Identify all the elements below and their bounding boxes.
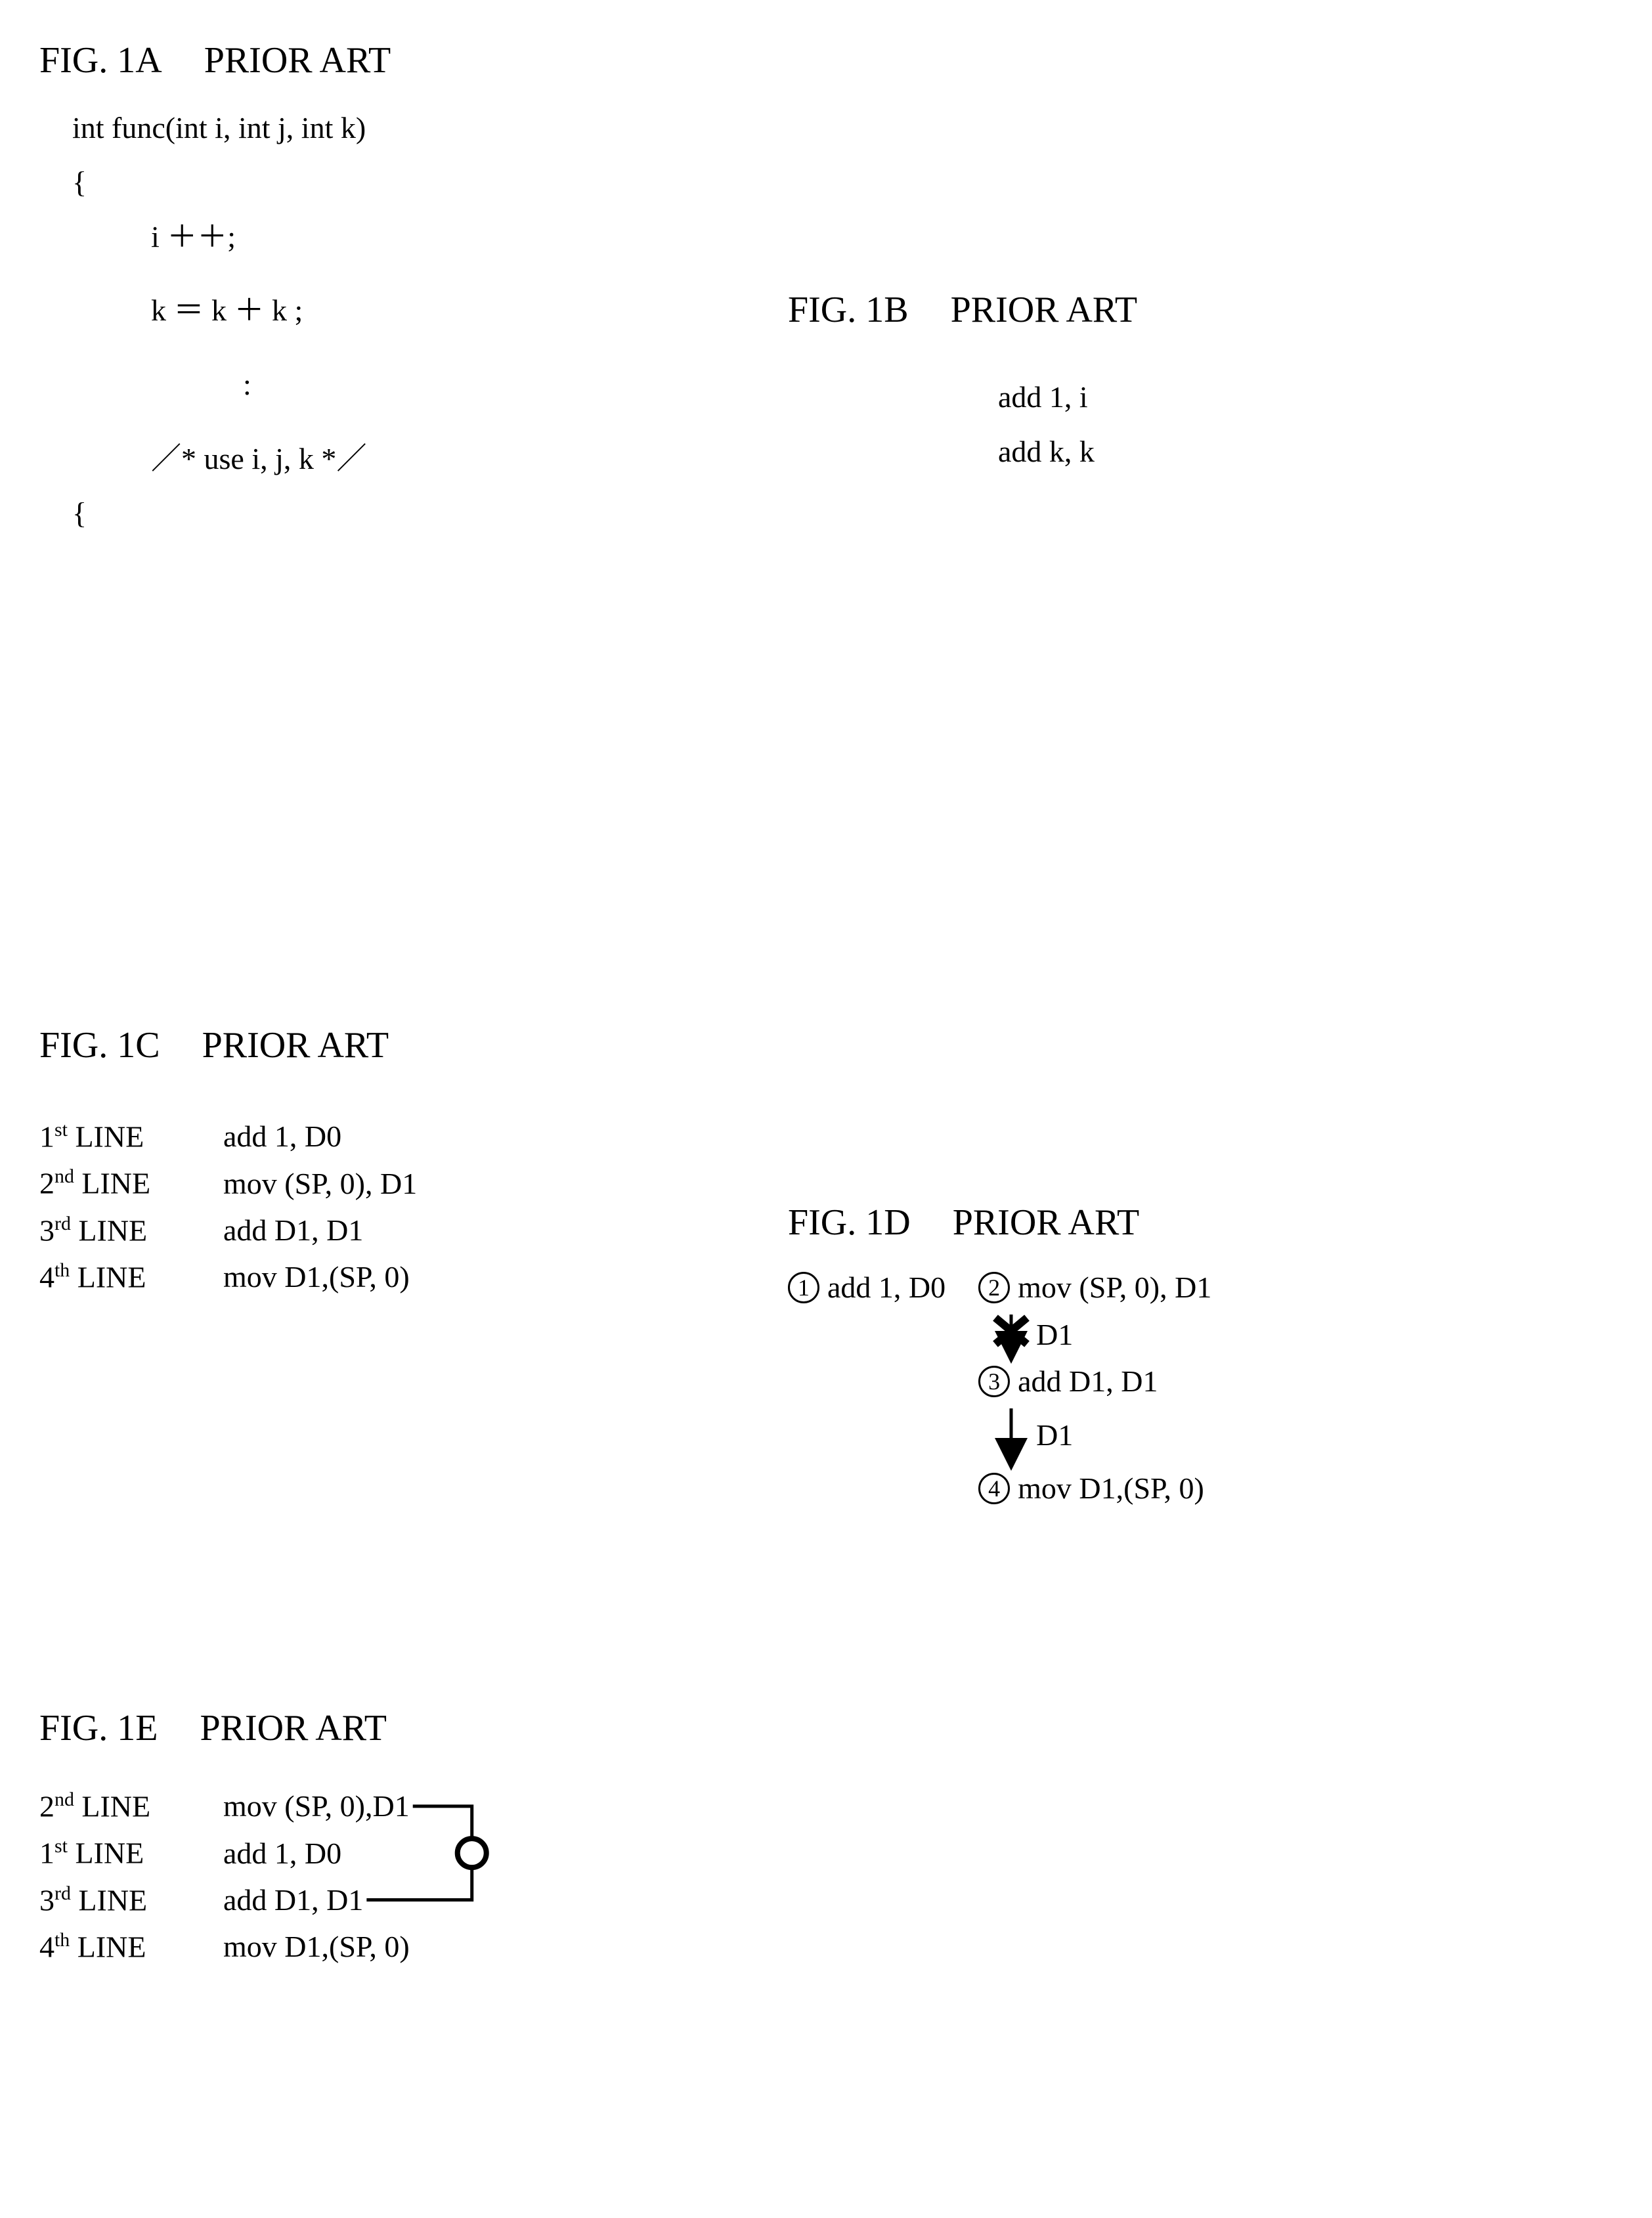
- fig-1c-row: 4th LINEmov D1,(SP, 0): [39, 1259, 762, 1294]
- fig-1d-label: FIG. 1D: [788, 1202, 911, 1244]
- figure-1c-title: FIG. 1C PRIOR ART: [39, 1024, 762, 1066]
- fig-1d-prior-art: PRIOR ART: [953, 1202, 1139, 1244]
- fig-1d-left-col: 1 add 1, D0: [788, 1270, 946, 1512]
- figure-1a: FIG. 1A PRIOR ART int func(int i, int j,…: [39, 39, 762, 541]
- fig-1d-step: 3 add D1, D1: [978, 1364, 1211, 1399]
- fig-1e-label: FIG. 1E: [39, 1707, 158, 1749]
- figure-1d: FIG. 1D PRIOR ART 1 add 1, D0 2 mov (SP, …: [788, 1202, 1641, 1512]
- fig-1b-line1: add 1, i: [998, 370, 1510, 425]
- figure-1e-title: FIG. 1E PRIOR ART: [39, 1707, 762, 1749]
- fig-1c-row: 2nd LINEmov (SP, 0), D1: [39, 1165, 762, 1200]
- line-code: mov D1,(SP, 0): [223, 1929, 410, 1964]
- line-code: mov D1,(SP, 0): [223, 1259, 410, 1294]
- line-label: 2nd LINE: [39, 1789, 223, 1823]
- code-line-assign: k ＝ k ＋ k ;: [151, 284, 762, 338]
- circled-number-1: 1: [788, 1272, 819, 1303]
- figure-1e: FIG. 1E PRIOR ART 2nd LINEmov (SP, 0),D1…: [39, 1707, 762, 1976]
- code-line-increment: i ＋＋;: [151, 210, 762, 265]
- line-code: add D1, D1: [223, 1213, 363, 1248]
- fig-1a-label: FIG. 1A: [39, 39, 162, 81]
- line-code: mov (SP, 0),D1: [223, 1789, 410, 1823]
- code-line-comment: ／* use i, j, k *／: [151, 432, 762, 487]
- fig-1d-arrow-row: D1: [991, 1311, 1211, 1357]
- fig-1c-label: FIG. 1C: [39, 1024, 160, 1066]
- down-arrow-icon: [991, 1405, 1031, 1464]
- arrow-label: D1: [1036, 1317, 1073, 1352]
- blocked-arrow-icon: [991, 1311, 1031, 1357]
- fig-1e-row: 4th LINEmov D1,(SP, 0): [39, 1929, 762, 1964]
- line-label: 4th LINE: [39, 1929, 223, 1964]
- fig-1d-step-code: mov D1,(SP, 0): [1018, 1471, 1204, 1506]
- circled-number-2: 2: [978, 1272, 1010, 1303]
- arrow-label: D1: [1036, 1418, 1073, 1452]
- fig-1e-row: 1st LINEadd 1, D0: [39, 1835, 762, 1870]
- line-code: mov (SP, 0), D1: [223, 1166, 417, 1201]
- fig-1a-code: int func(int i, int j, int k) { i ＋＋; k …: [72, 101, 762, 541]
- fig-1e-prior-art: PRIOR ART: [200, 1707, 386, 1749]
- fig-1c-row: 1st LINEadd 1, D0: [39, 1119, 762, 1154]
- fig-1d-step: 4 mov D1,(SP, 0): [978, 1471, 1211, 1506]
- circled-number-3: 3: [978, 1366, 1010, 1397]
- code-line-dots: :: [243, 358, 762, 412]
- fig-1d-arrow-row: D1: [991, 1405, 1211, 1464]
- fig-1b-code: add 1, i add k, k: [998, 370, 1510, 479]
- figure-1b-title: FIG. 1B PRIOR ART: [788, 289, 1510, 331]
- figure-1d-title: FIG. 1D PRIOR ART: [788, 1202, 1641, 1244]
- circled-number-4: 4: [978, 1473, 1010, 1504]
- code-line-signature: int func(int i, int j, int k): [72, 101, 762, 156]
- fig-1c-rows: 1st LINEadd 1, D02nd LINEmov (SP, 0), D1…: [39, 1119, 762, 1294]
- fig-1d-step-code: add D1, D1: [1018, 1364, 1158, 1399]
- fig-1d-content: 1 add 1, D0 2 mov (SP, 0), D1 D1 3 add D1, D…: [788, 1270, 1641, 1512]
- figure-1b: FIG. 1B PRIOR ART add 1, i add k, k: [788, 289, 1510, 479]
- line-label: 1st LINE: [39, 1835, 223, 1870]
- fig-1d-right-col: 2 mov (SP, 0), D1 D1 3 add D1, D1 D1 4 mov D1,(…: [978, 1270, 1211, 1512]
- figure-1c: FIG. 1C PRIOR ART 1st LINEadd 1, D02nd L…: [39, 1024, 762, 1306]
- fig-1d-step: 2 mov (SP, 0), D1: [978, 1270, 1211, 1305]
- fig-1c-row: 3rd LINEadd D1, D1: [39, 1213, 762, 1248]
- line-label: 1st LINE: [39, 1119, 223, 1154]
- line-code: add D1, D1: [223, 1882, 363, 1917]
- fig-1e-row: 2nd LINEmov (SP, 0),D1: [39, 1789, 762, 1823]
- line-code: add 1, D0: [223, 1836, 341, 1871]
- line-code: add 1, D0: [223, 1119, 341, 1154]
- fig-1b-prior-art: PRIOR ART: [951, 289, 1137, 331]
- line-label: 2nd LINE: [39, 1165, 223, 1200]
- fig-1b-line2: add k, k: [998, 425, 1510, 479]
- code-line-close-brace: {: [72, 487, 762, 541]
- code-line-open-brace: {: [72, 156, 762, 210]
- fig-1d-step1: 1 add 1, D0: [788, 1270, 946, 1305]
- line-label: 3rd LINE: [39, 1213, 223, 1248]
- fig-1e-rows: 2nd LINEmov (SP, 0),D11st LINEadd 1, D03…: [39, 1789, 762, 1964]
- fig-1b-label: FIG. 1B: [788, 289, 909, 331]
- figure-1a-title: FIG. 1A PRIOR ART: [39, 39, 762, 81]
- fig-1c-prior-art: PRIOR ART: [202, 1024, 389, 1066]
- fig-1d-step-code: mov (SP, 0), D1: [1018, 1270, 1211, 1305]
- fig-1e-row: 3rd LINEadd D1, D1: [39, 1882, 762, 1917]
- fig-1d-step1-code: add 1, D0: [827, 1270, 946, 1305]
- fig-1a-prior-art: PRIOR ART: [204, 39, 391, 81]
- line-label: 4th LINE: [39, 1259, 223, 1294]
- line-label: 3rd LINE: [39, 1882, 223, 1917]
